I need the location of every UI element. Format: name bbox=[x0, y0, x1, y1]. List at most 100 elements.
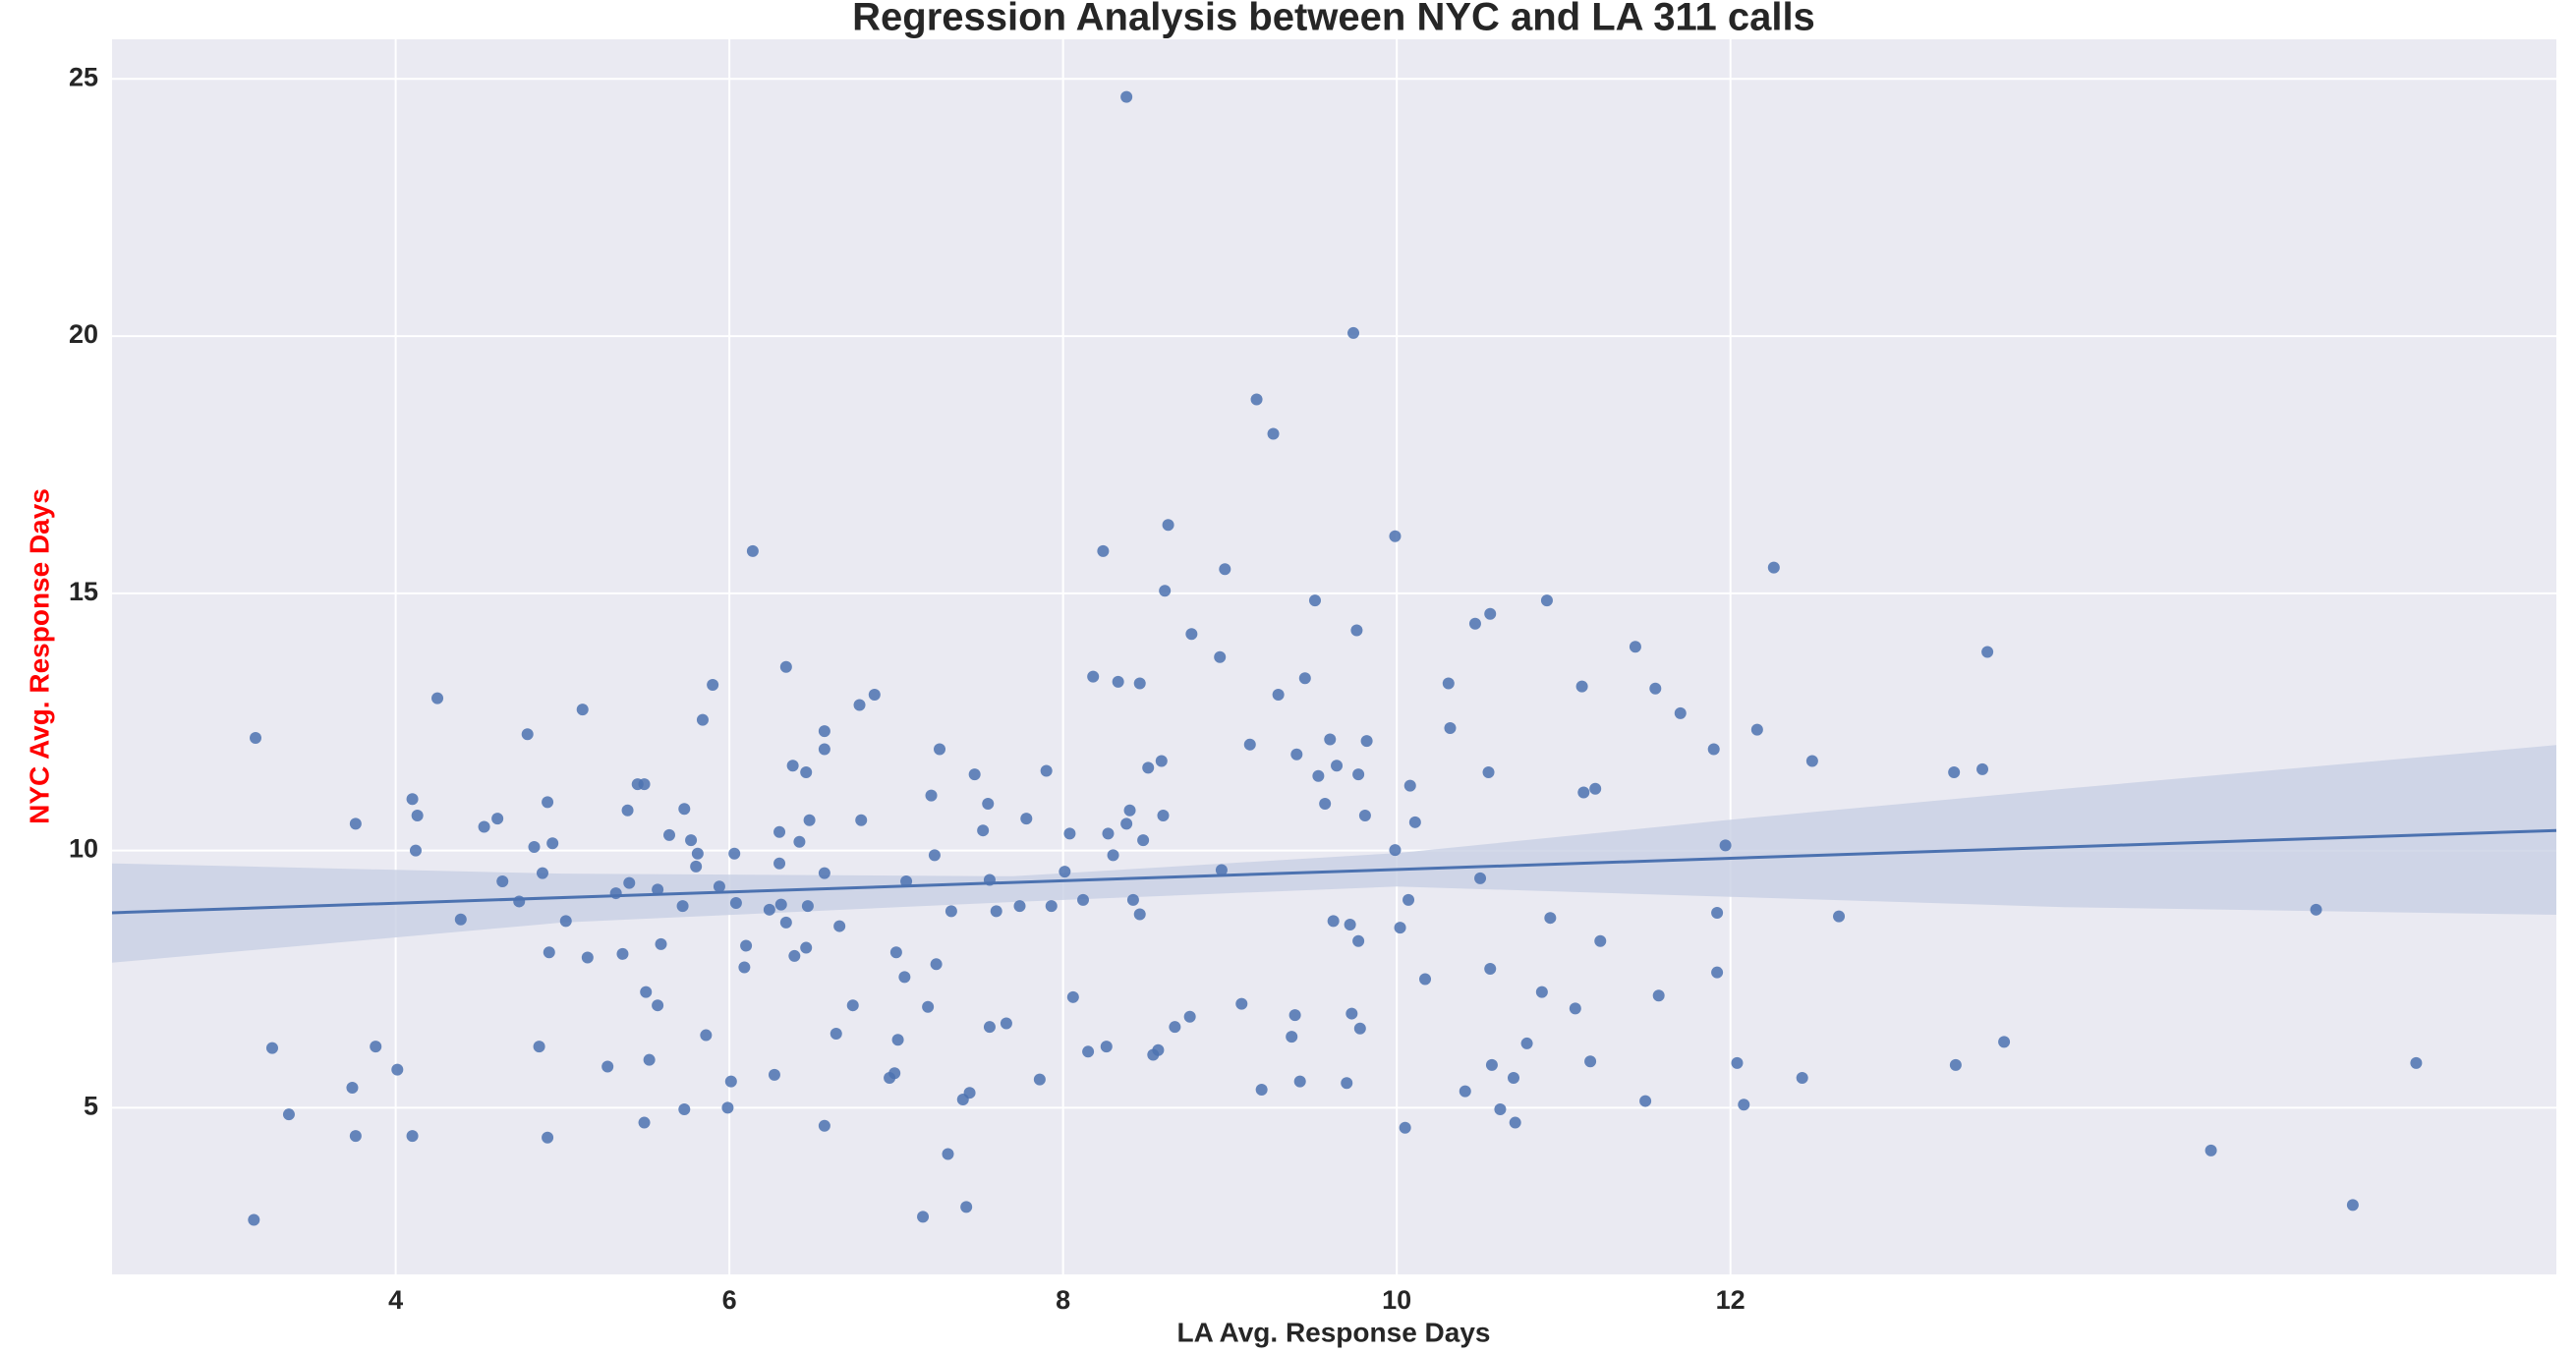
point bbox=[1352, 934, 1365, 947]
point bbox=[1444, 722, 1457, 735]
point bbox=[576, 704, 589, 716]
point bbox=[925, 789, 938, 802]
point bbox=[1327, 915, 1340, 928]
point bbox=[1594, 934, 1607, 947]
point bbox=[621, 804, 634, 817]
point bbox=[1250, 393, 1263, 406]
point bbox=[652, 999, 664, 1012]
point bbox=[2310, 903, 2322, 916]
point bbox=[616, 947, 629, 960]
y-axis-label: NYC Avg. Response Days bbox=[24, 488, 54, 824]
point bbox=[793, 835, 806, 848]
point bbox=[779, 660, 792, 673]
point bbox=[691, 847, 704, 860]
point bbox=[1107, 849, 1119, 862]
point bbox=[746, 544, 759, 557]
point bbox=[818, 725, 830, 738]
point bbox=[1243, 738, 1256, 751]
point bbox=[930, 958, 943, 971]
point bbox=[696, 713, 709, 726]
y-tick-label: 20 bbox=[69, 319, 98, 349]
point bbox=[1520, 1037, 1533, 1049]
point bbox=[855, 814, 868, 826]
point bbox=[786, 760, 799, 772]
confidence-band bbox=[112, 745, 2556, 963]
point bbox=[542, 1131, 554, 1144]
point bbox=[1045, 900, 1058, 913]
point bbox=[678, 803, 691, 816]
point bbox=[868, 688, 881, 701]
point bbox=[2410, 1056, 2423, 1069]
point bbox=[1535, 986, 1548, 998]
point bbox=[349, 1130, 362, 1143]
point bbox=[528, 840, 541, 853]
point bbox=[1082, 1045, 1095, 1058]
point bbox=[700, 1029, 713, 1042]
point bbox=[1059, 866, 1071, 878]
point bbox=[1345, 1007, 1358, 1020]
point bbox=[1063, 827, 1076, 840]
point bbox=[738, 961, 751, 974]
point bbox=[1087, 670, 1100, 683]
point bbox=[1649, 682, 1662, 695]
point bbox=[768, 1068, 780, 1081]
plot-background bbox=[112, 39, 2556, 1274]
point bbox=[478, 820, 490, 833]
point bbox=[1142, 761, 1155, 774]
point bbox=[1272, 688, 1285, 701]
point bbox=[1482, 766, 1495, 779]
point bbox=[724, 1075, 737, 1088]
point bbox=[801, 900, 814, 913]
point bbox=[713, 880, 725, 893]
point bbox=[1162, 519, 1174, 532]
point bbox=[663, 828, 676, 841]
y-tick-label: 15 bbox=[69, 577, 98, 606]
point bbox=[1215, 864, 1228, 876]
point bbox=[265, 1042, 278, 1054]
point bbox=[1214, 650, 1227, 663]
point bbox=[1159, 585, 1172, 597]
point bbox=[1949, 1058, 1962, 1071]
point bbox=[818, 1119, 830, 1132]
point bbox=[773, 825, 786, 838]
point bbox=[542, 796, 554, 809]
point bbox=[1219, 563, 1231, 576]
point bbox=[928, 849, 941, 862]
point bbox=[1352, 768, 1365, 781]
point bbox=[898, 971, 911, 984]
point bbox=[900, 875, 913, 888]
point bbox=[917, 1211, 930, 1223]
point bbox=[676, 900, 689, 913]
point bbox=[818, 743, 830, 756]
point bbox=[1507, 1072, 1519, 1085]
point bbox=[1120, 817, 1133, 830]
point bbox=[960, 1201, 973, 1213]
point bbox=[1267, 427, 1280, 440]
point bbox=[891, 1034, 904, 1046]
point bbox=[982, 797, 995, 810]
x-axis-label: LA Avg. Response Days bbox=[1177, 1317, 1491, 1347]
point bbox=[690, 860, 703, 873]
point bbox=[521, 728, 534, 741]
point bbox=[1569, 1002, 1581, 1015]
point bbox=[1711, 966, 1724, 979]
point bbox=[513, 895, 526, 908]
point bbox=[1399, 1121, 1411, 1134]
point bbox=[1981, 646, 1994, 658]
point bbox=[1293, 1075, 1306, 1088]
point bbox=[1066, 990, 1079, 1003]
point bbox=[1494, 1102, 1507, 1115]
point bbox=[977, 824, 990, 837]
point bbox=[1402, 893, 1415, 906]
point bbox=[1360, 735, 1373, 748]
point bbox=[1629, 641, 1641, 653]
point bbox=[1155, 755, 1168, 767]
point bbox=[1123, 804, 1136, 817]
point bbox=[601, 1060, 614, 1073]
point bbox=[1040, 764, 1053, 777]
point bbox=[638, 778, 651, 791]
point bbox=[546, 837, 559, 850]
point bbox=[1485, 1058, 1498, 1071]
point bbox=[1157, 810, 1170, 822]
